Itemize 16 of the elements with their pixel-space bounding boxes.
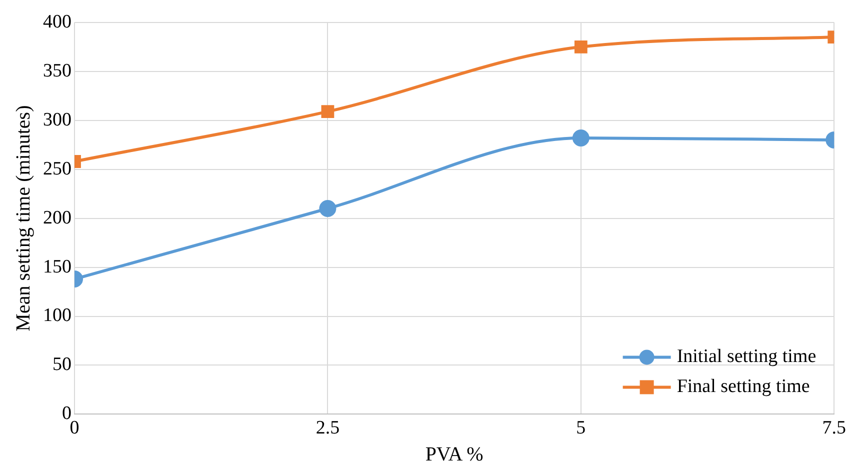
y-tick-label: 0: [62, 403, 72, 424]
y-tick-label: 150: [43, 256, 72, 278]
y-tick-label: 50: [52, 354, 72, 376]
y-tick-label: 200: [43, 207, 72, 228]
legend-label: Final setting time: [676, 376, 810, 398]
x-axis-title: PVA %: [425, 443, 484, 466]
y-tick-label: 250: [43, 158, 72, 180]
x-tick-label: 5: [576, 418, 586, 439]
legend-label: Initial setting time: [676, 346, 816, 368]
y-axis-title: Mean setting time (minutes): [12, 105, 34, 332]
y-tick-label: 350: [43, 60, 72, 82]
y-tick-label: 100: [43, 305, 72, 326]
y-tick-label: 300: [43, 109, 72, 130]
x-tick-label: 7.5: [822, 418, 846, 439]
y-tick-label: 400: [43, 11, 72, 32]
x-tick-label: 2.5: [316, 418, 340, 439]
